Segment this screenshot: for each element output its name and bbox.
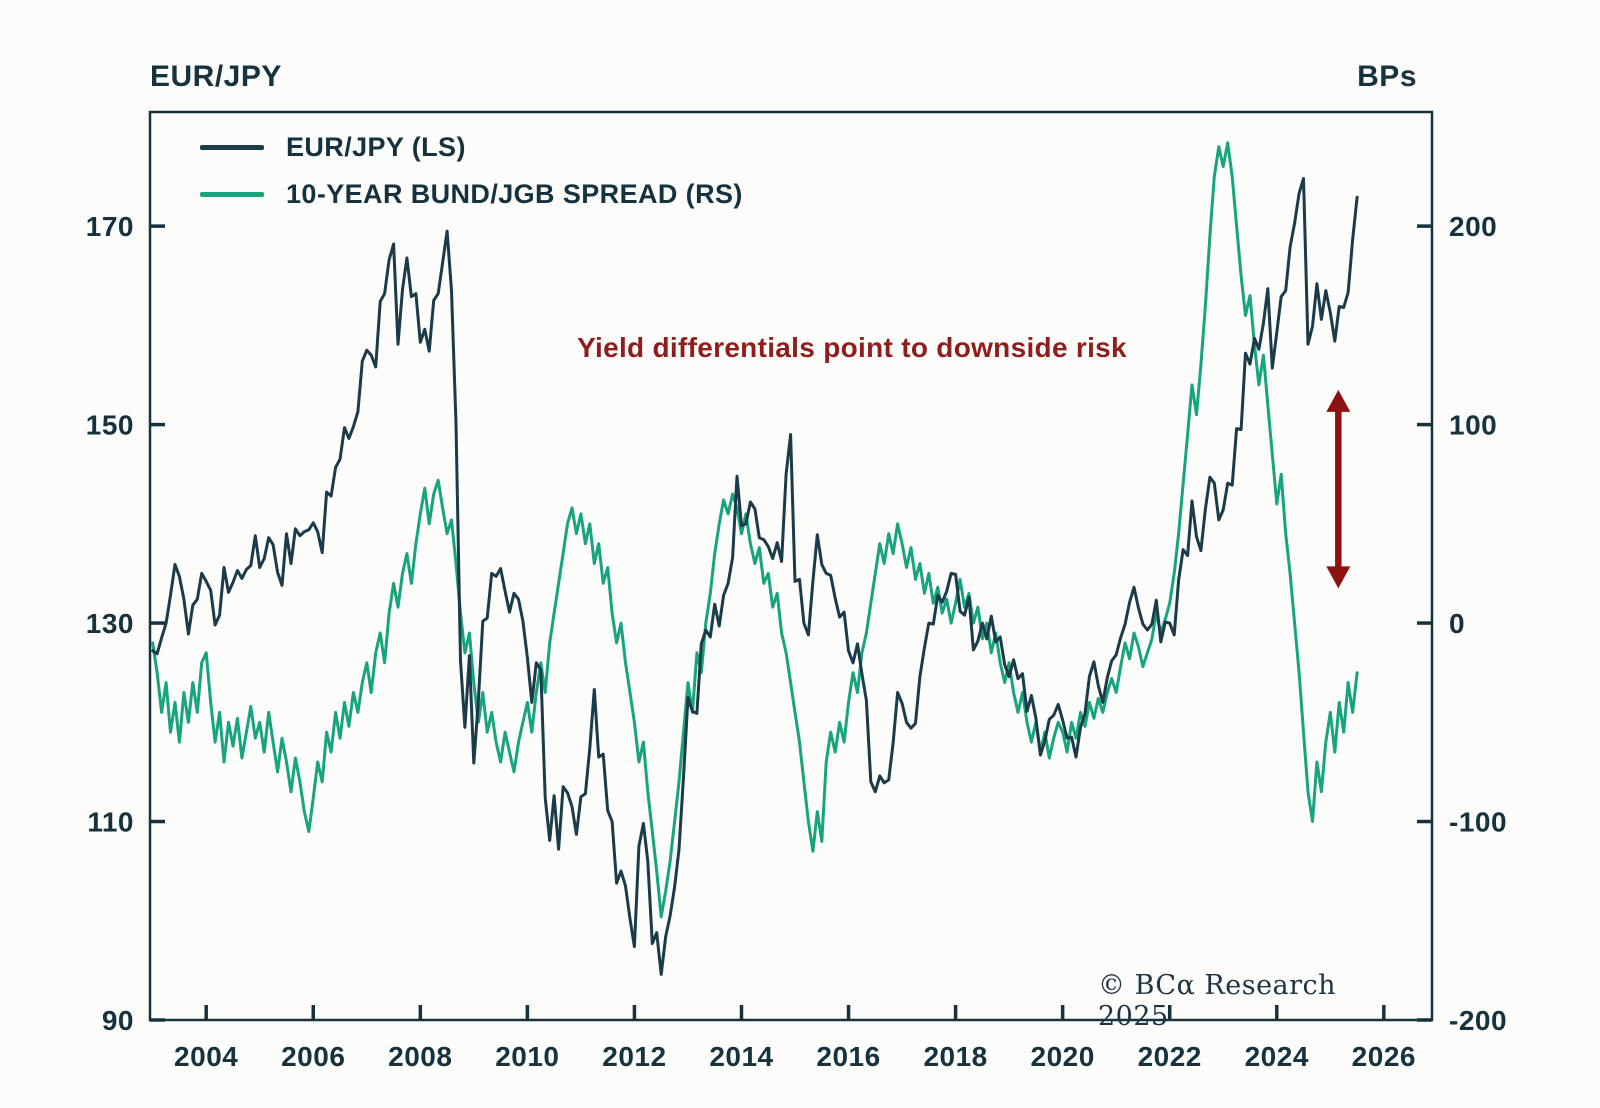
x-tick-label: 2012 [602, 1041, 666, 1072]
x-tick-label: 2006 [281, 1041, 345, 1072]
x-tick-label: 2004 [174, 1041, 238, 1072]
y-left-tick-label: 170 [86, 211, 134, 242]
legend: EUR/JPY (LS) 10-YEAR BUND/JGB SPREAD (RS… [200, 132, 743, 210]
y-right-tick-label: 0 [1449, 608, 1465, 639]
eurjpy-line-swatch [200, 145, 264, 150]
legend-label-eurjpy: EUR/JPY (LS) [286, 132, 466, 162]
y-right-tick-label: -100 [1449, 807, 1507, 838]
x-tick-label: 2008 [388, 1041, 452, 1072]
x-tick-label: 2024 [1245, 1041, 1309, 1072]
arrow-head-down [1326, 566, 1351, 589]
x-tick-label: 2026 [1352, 1041, 1416, 1072]
arrow-head-up [1326, 389, 1351, 412]
x-tick-label: 2010 [495, 1041, 559, 1072]
right-axis-title: BPs [1357, 60, 1417, 93]
spread-line [151, 141, 1359, 919]
x-tick-label: 2018 [923, 1041, 987, 1072]
y-left-tick-label: 110 [87, 807, 134, 838]
x-tick-label: 2022 [1138, 1041, 1202, 1072]
y-left-tick-label: 130 [86, 608, 134, 639]
y-right-tick-label: 200 [1449, 211, 1497, 242]
legend-label-spread: 10-YEAR BUND/JGB SPREAD (RS) [286, 179, 743, 209]
copyright-text: © BCα Research 2025 [1098, 970, 1337, 1032]
y-left-tick-label: 90 [102, 1005, 134, 1036]
y-right-tick-label: 100 [1449, 410, 1497, 441]
legend-item-eurjpy: EUR/JPY (LS) [200, 132, 743, 163]
annotation-text: Yield differentials point to downside ri… [577, 332, 1127, 363]
left-axis-title: EUR/JPY [150, 60, 282, 93]
eurjpy-line [151, 177, 1359, 976]
x-tick-label: 2014 [709, 1041, 773, 1072]
spread-line-swatch [200, 192, 264, 197]
y-right-tick-label: -200 [1449, 1005, 1507, 1036]
x-tick-label: 2016 [816, 1041, 880, 1072]
x-tick-label: 2020 [1031, 1041, 1095, 1072]
y-left-tick-label: 150 [86, 410, 134, 441]
legend-item-spread: 10-YEAR BUND/JGB SPREAD (RS) [200, 179, 743, 210]
plot-frame [148, 110, 1434, 1022]
